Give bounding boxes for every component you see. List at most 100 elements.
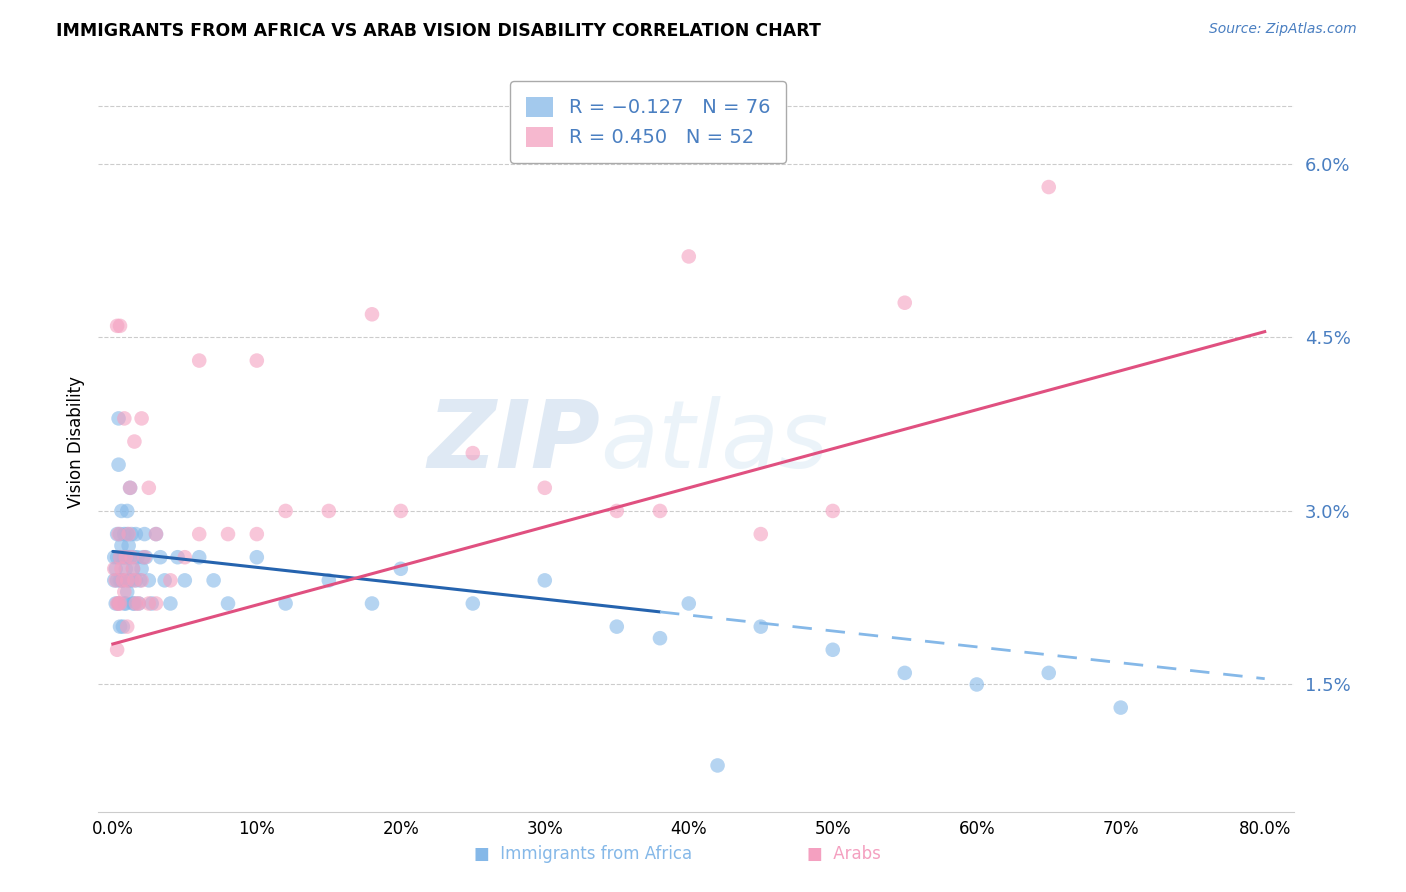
Text: ■  Immigrants from Africa: ■ Immigrants from Africa (474, 845, 693, 863)
Point (110, 562, 132, 576)
Point (103, 562, 125, 576)
Point (111, 550, 134, 565)
Point (678, 250, 700, 264)
Point (135, 550, 157, 565)
Point (104, 562, 127, 576)
Point (706, 758, 728, 772)
Point (115, 574, 138, 588)
Point (128, 597, 150, 611)
Point (389, 562, 412, 576)
Point (246, 353, 269, 368)
Point (114, 550, 136, 565)
Point (246, 550, 269, 565)
Text: IMMIGRANTS FROM AFRICA VS ARAB VISION DISABILITY CORRELATION CHART: IMMIGRANTS FROM AFRICA VS ARAB VISION DI… (56, 22, 821, 40)
Point (606, 504, 628, 518)
Point (108, 574, 131, 588)
Point (533, 481, 555, 495)
Point (121, 550, 143, 565)
Point (131, 562, 153, 576)
Point (108, 619, 131, 633)
Point (105, 527, 128, 541)
Point (188, 527, 211, 541)
Text: Source: ZipAtlas.com: Source: ZipAtlas.com (1209, 22, 1357, 37)
Point (104, 597, 127, 611)
Point (166, 550, 188, 565)
Point (749, 619, 772, 633)
Point (103, 550, 125, 565)
Point (145, 597, 167, 611)
Point (1038, 180, 1060, 194)
Point (107, 597, 129, 611)
Point (138, 597, 160, 611)
Point (118, 539, 141, 553)
Point (120, 481, 142, 495)
Text: atlas: atlas (600, 396, 828, 487)
Point (122, 562, 145, 576)
Point (114, 562, 136, 576)
Point (153, 574, 176, 588)
Point (318, 574, 340, 588)
Point (115, 504, 138, 518)
Point (124, 434, 146, 449)
Point (105, 574, 128, 588)
Point (188, 550, 211, 565)
Point (111, 574, 134, 588)
Point (131, 574, 153, 588)
Point (821, 642, 844, 657)
Y-axis label: Vision Disability: Vision Disability (66, 376, 84, 508)
Point (1038, 665, 1060, 680)
Point (274, 597, 297, 611)
Point (112, 585, 135, 599)
Text: ■  Arabs: ■ Arabs (807, 845, 880, 863)
Point (246, 527, 269, 541)
Point (125, 597, 148, 611)
Point (893, 665, 915, 680)
Point (159, 597, 181, 611)
Point (118, 527, 141, 541)
Point (217, 527, 239, 541)
Point (107, 458, 129, 472)
Point (461, 446, 484, 460)
Point (110, 504, 132, 518)
Point (648, 504, 671, 518)
Point (173, 550, 195, 565)
Point (217, 597, 239, 611)
Point (202, 574, 225, 588)
Point (124, 574, 146, 588)
Point (318, 504, 340, 518)
Point (122, 597, 145, 611)
Point (138, 481, 160, 495)
Point (141, 597, 163, 611)
Point (112, 550, 135, 565)
Point (110, 539, 132, 553)
Point (361, 597, 384, 611)
Point (115, 585, 138, 599)
Point (138, 574, 160, 588)
Point (105, 318, 128, 333)
Point (134, 550, 156, 565)
Point (173, 574, 195, 588)
Point (107, 527, 129, 541)
Point (105, 550, 128, 565)
Point (108, 550, 131, 565)
Point (120, 481, 142, 495)
Point (132, 550, 155, 565)
Point (128, 597, 150, 611)
Point (134, 527, 156, 541)
Point (145, 527, 167, 541)
Point (108, 550, 131, 565)
Point (112, 527, 135, 541)
Point (103, 574, 125, 588)
Point (122, 562, 145, 576)
Legend: R = −0.127   N = 76, R = 0.450   N = 52: R = −0.127 N = 76, R = 0.450 N = 52 (510, 81, 786, 163)
Point (107, 411, 129, 425)
Point (115, 550, 138, 565)
Point (125, 527, 148, 541)
Point (115, 527, 138, 541)
Point (114, 597, 136, 611)
Point (606, 619, 628, 633)
Point (127, 550, 149, 565)
Point (149, 550, 172, 565)
Point (274, 504, 297, 518)
Point (124, 550, 146, 565)
